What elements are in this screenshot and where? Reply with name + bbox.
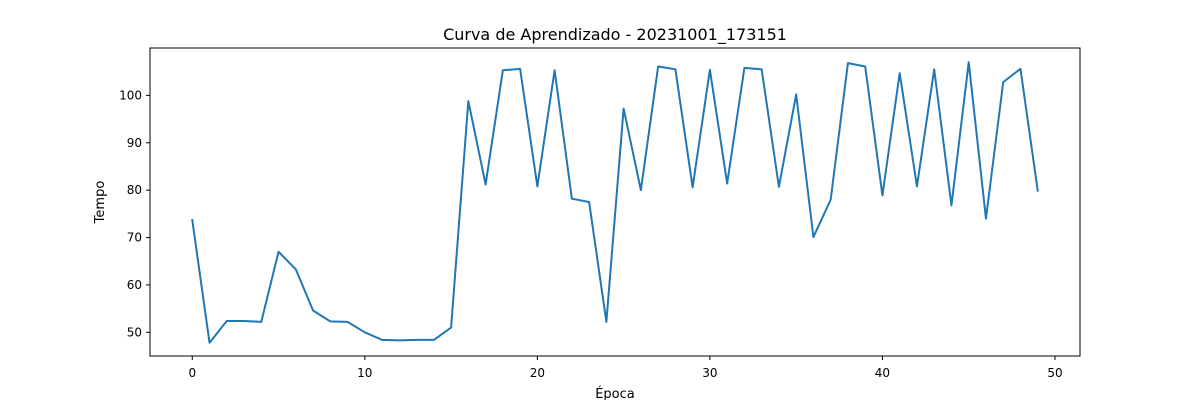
x-tick-label: 20 bbox=[530, 366, 545, 380]
y-tick-label: 100 bbox=[119, 88, 142, 102]
x-tick-label: 40 bbox=[875, 366, 890, 380]
x-tick-label: 0 bbox=[188, 366, 196, 380]
y-tick-label: 90 bbox=[127, 136, 142, 150]
x-axis-label: Época bbox=[595, 386, 635, 400]
y-tick-label: 80 bbox=[127, 183, 142, 197]
y-tick-label: 70 bbox=[127, 231, 142, 245]
y-tick-label: 50 bbox=[127, 325, 142, 339]
x-tick-label: 10 bbox=[357, 366, 372, 380]
plot-frame bbox=[149, 47, 1081, 357]
y-tick-label: 60 bbox=[127, 278, 142, 292]
series-line bbox=[191, 61, 1039, 344]
x-tick-label: 30 bbox=[702, 366, 717, 380]
y-axis: 50 60 70 80 90 100 bbox=[119, 88, 150, 339]
x-axis: 0 10 20 30 40 50 bbox=[188, 356, 1063, 380]
chart-title: Curva de Aprendizado - 20231001_173151 bbox=[443, 25, 787, 45]
y-axis-label: Tempo bbox=[93, 181, 108, 225]
x-tick-label: 50 bbox=[1047, 366, 1062, 380]
plot-area bbox=[191, 61, 1039, 344]
